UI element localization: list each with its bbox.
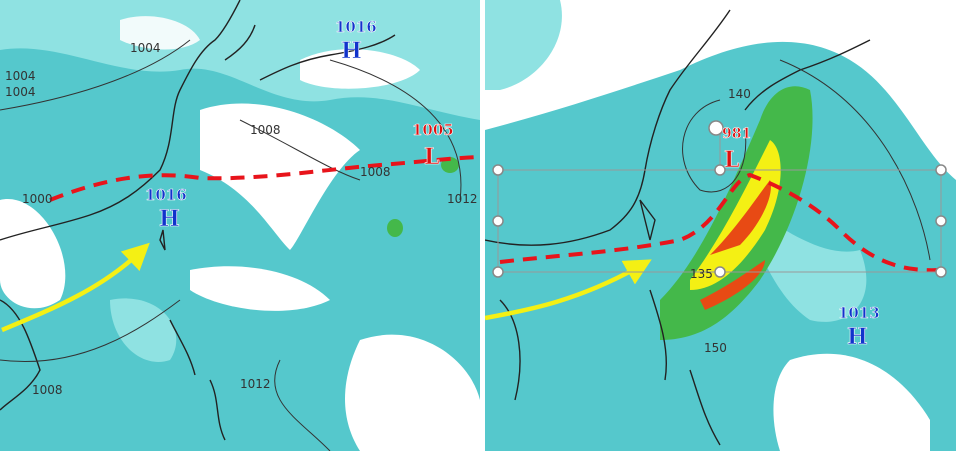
right-map: 140 981 L 135 1013 H 150 <box>485 0 956 451</box>
low-marker: L <box>424 144 439 170</box>
pressure-value: 1005 <box>412 121 454 139</box>
isobar-label: 1004 <box>5 69 36 83</box>
pressure-value: 1016 <box>335 18 377 36</box>
pressure-value: 981 <box>722 126 751 142</box>
isobar-label: 1008 <box>360 165 391 179</box>
isobar-label: 1004 <box>5 85 36 99</box>
high-marker: H <box>159 206 180 232</box>
pressure-value: 1013 <box>838 304 880 322</box>
high-marker: H <box>847 324 868 350</box>
isobar-label: 140 <box>728 87 751 101</box>
isobar-label: 1004 <box>130 41 161 55</box>
high-marker: H <box>341 38 362 64</box>
isobar-label: 1008 <box>32 383 63 397</box>
isobar-label: 135 <box>690 267 713 281</box>
isobar-label: 150 <box>704 341 727 355</box>
isobar-label: 1012 <box>447 192 478 206</box>
low-marker: L <box>724 147 739 173</box>
isobar-label: 1008 <box>250 123 281 137</box>
left-map: 1004 1004 1004 1016 H 1008 1005 L 1008 1… <box>0 0 480 451</box>
pressure-value: 1016 <box>145 186 187 204</box>
panel-divider <box>480 0 485 451</box>
isobar-label: 1000 <box>22 192 53 206</box>
isobar-label: 1012 <box>240 377 271 391</box>
